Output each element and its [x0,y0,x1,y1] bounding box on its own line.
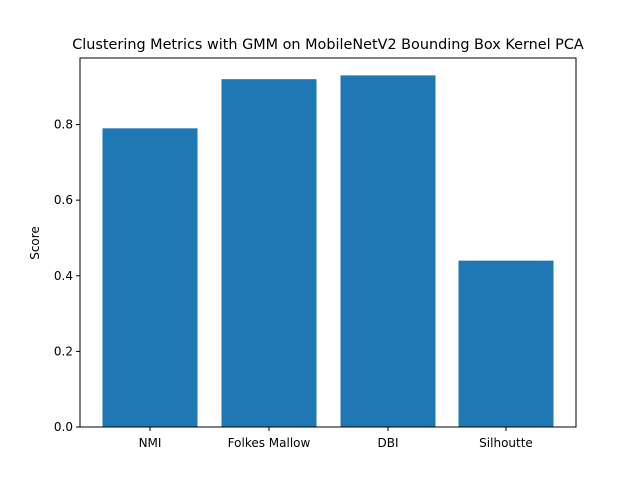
bar-silhoutte [458,260,554,427]
x-tick-label: Silhoutte [479,436,533,450]
y-tick-label: 0.2 [54,344,73,358]
bar-folkes-mallow [221,79,317,428]
x-tick-label: DBI [377,436,398,450]
y-axis-label: Score [28,226,42,260]
y-tick-label: 0.0 [54,420,73,434]
chart-title: Clustering Metrics with GMM on MobileNet… [72,37,584,53]
x-tick-label: Folkes Mallow [228,436,311,450]
plot-area: 0.0 0.2 0.4 0.6 0.8 NMI Folkes Mallow DBI Silhou… [54,57,577,450]
x-tick-label: NMI [139,436,162,450]
axes-frame [79,57,577,428]
bar-nmi [102,128,198,427]
bar-dbi [340,75,436,428]
y-tick-label: 0.8 [54,118,73,132]
y-tick-label: 0.6 [54,193,73,207]
y-tick-label: 0.4 [54,269,73,283]
